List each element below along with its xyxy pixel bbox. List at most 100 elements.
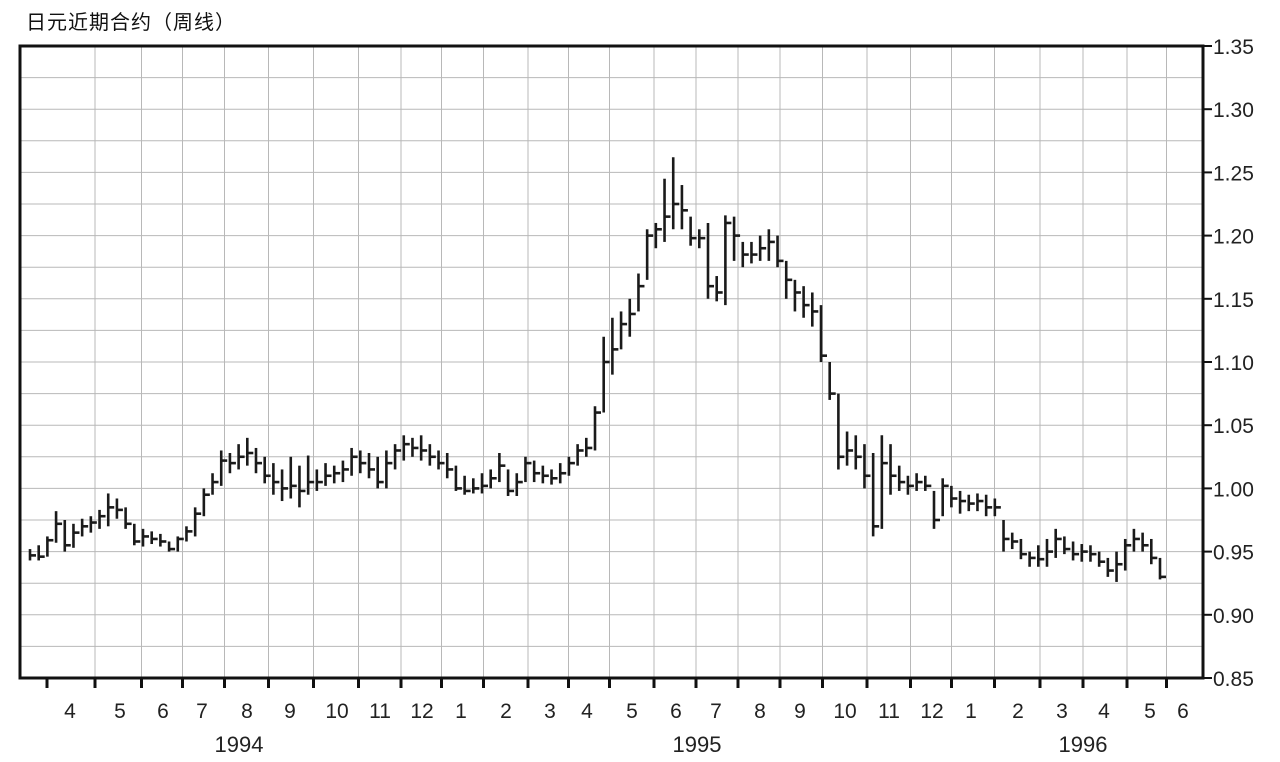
x-month-label: 8	[754, 700, 766, 723]
x-month-label: 6	[1177, 700, 1189, 723]
ohlc-bar	[480, 473, 488, 494]
y-tick-label: 1.20	[1213, 226, 1254, 249]
ohlc-bar	[654, 222, 662, 249]
x-month-label: 5	[1144, 700, 1156, 723]
ohlc-bar	[185, 526, 193, 542]
ohlc-bar	[393, 444, 402, 470]
ohlc-bar	[611, 317, 619, 375]
ohlc-bar	[298, 465, 306, 508]
x-month-label: 1	[965, 700, 977, 723]
ohlc-bar	[350, 447, 358, 476]
ohlc-bar	[767, 229, 775, 261]
ohlc-bar	[63, 520, 71, 552]
ohlc-bar	[715, 276, 723, 302]
x-month-label: 5	[114, 700, 126, 723]
x-month-label: 4	[1098, 700, 1110, 723]
ohlc-bar	[411, 437, 419, 457]
ohlc-bar	[141, 528, 149, 547]
y-tick-label: 0.85	[1213, 668, 1254, 691]
ohlc-bar	[993, 498, 1001, 517]
ohlc-bar	[263, 456, 271, 484]
x-month-label: 6	[157, 700, 169, 723]
ohlc-bar	[237, 444, 245, 470]
ohlc-bar	[706, 222, 714, 299]
chart-title: 日元近期合约（周线）	[26, 10, 236, 34]
y-tick-label: 1.10	[1213, 352, 1254, 375]
ohlc-bar	[906, 475, 914, 495]
ohlc-bar	[89, 516, 97, 533]
x-month-label: 11	[369, 700, 391, 723]
ohlc-bar	[115, 498, 123, 519]
ohlc-bar	[341, 460, 349, 483]
ohlc-bar	[698, 229, 706, 249]
ohlc-bar	[46, 536, 54, 557]
ohlc-bar	[37, 545, 45, 561]
ohlc-bar	[72, 523, 80, 548]
y-tick-label: 1.30	[1213, 99, 1254, 122]
ohlc-bar	[1132, 528, 1140, 552]
ohlc-bar	[793, 279, 801, 312]
ohlc-bar	[385, 450, 393, 489]
ohlc-bar	[359, 450, 367, 474]
ohlc-bar	[133, 523, 141, 546]
ohlc-bar	[193, 507, 202, 537]
ohlc-bar	[950, 485, 958, 508]
ohlc-bar	[1019, 538, 1027, 560]
ohlc-bar	[932, 490, 940, 529]
ohlc-bar	[289, 456, 297, 499]
ohlc-bar	[567, 456, 575, 476]
ohlc-bar	[924, 475, 932, 491]
ohlc-bar	[689, 216, 697, 246]
y-tick-label: 1.25	[1213, 162, 1254, 185]
ohlc-bar	[819, 305, 827, 362]
x-month-label: 11	[878, 700, 900, 723]
ohlc-bar	[454, 465, 462, 491]
ohlc-bar	[532, 460, 541, 483]
ohlc-bar	[984, 494, 993, 517]
ohlc-bar	[958, 490, 967, 514]
ohlc-bar	[1010, 532, 1019, 550]
ohlc-bar	[489, 469, 497, 489]
ohlc-bar	[976, 493, 984, 512]
x-year-label: 1994	[215, 732, 264, 757]
y-axis: 1.35 1.30 1.25 1.20 1.15 1.10 1.05 1.00 0.95 0.90…	[1203, 36, 1254, 691]
ohlc-bar	[1089, 545, 1097, 562]
ohlc-bar	[1037, 545, 1045, 567]
ohlc-bar	[1028, 551, 1036, 567]
x-month-label: 8	[241, 700, 253, 723]
x-month-label: 3	[1056, 700, 1068, 723]
ohlc-bar	[854, 435, 862, 470]
ohlc-bar	[541, 465, 549, 484]
ohlc-bar	[246, 437, 254, 466]
ohlc-bar	[663, 178, 671, 242]
ohlc-bar	[732, 216, 741, 261]
ohlc-bar	[1150, 538, 1158, 565]
ohlc-bar	[602, 336, 610, 413]
ohlc-bar	[1063, 536, 1071, 555]
ohlc-bar	[828, 362, 836, 400]
x-year-label: 1995	[673, 732, 722, 757]
ohlc-bar	[98, 509, 106, 529]
ohlc-bar	[863, 444, 871, 489]
ohlc-bar	[776, 235, 784, 268]
ohlc-bar	[915, 473, 923, 491]
ohlc-bar	[637, 273, 645, 312]
x-month-label: 4	[581, 700, 593, 723]
ohlc-bar	[376, 456, 384, 489]
ohlc-bar	[524, 456, 532, 483]
x-month-label: 2	[500, 700, 512, 723]
x-month-label: 10	[325, 700, 348, 723]
y-tick-label: 0.90	[1213, 605, 1254, 628]
ohlc-bar	[758, 235, 767, 261]
ohlc-bar	[619, 311, 628, 350]
ohlc-bar	[402, 435, 410, 461]
ohlc-bar	[889, 444, 897, 495]
ohlc-bar	[176, 536, 184, 552]
ohlc-bar	[159, 533, 167, 547]
ohlc-bar	[802, 286, 810, 318]
ohlc-bar	[645, 229, 654, 280]
ohlc-bar	[472, 478, 480, 494]
ohlc-bar	[1106, 557, 1114, 577]
ohlc-bar	[750, 241, 758, 264]
